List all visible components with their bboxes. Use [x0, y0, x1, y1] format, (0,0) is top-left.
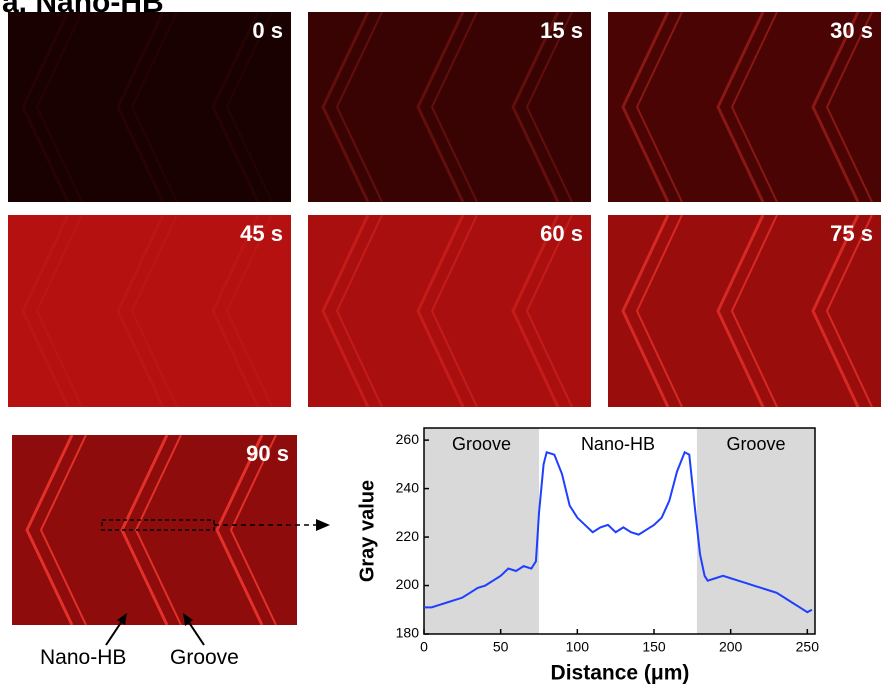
x-axis-title: Distance (μm) — [551, 662, 690, 685]
data-line — [424, 450, 813, 614]
time-label: 60 s — [540, 221, 583, 246]
region — [696, 428, 815, 634]
time-label: 30 s — [830, 18, 873, 43]
y-axis-title: Gray value — [356, 480, 378, 582]
region-label: Groove — [452, 434, 511, 454]
x-tick-label: 250 — [796, 639, 820, 655]
micrograph: 75 s — [608, 215, 881, 407]
micrograph: 30 s — [608, 12, 881, 202]
time-label: 75 s — [830, 221, 873, 246]
region — [424, 428, 539, 634]
time-label: 15 s — [540, 18, 583, 43]
texture — [321, 215, 573, 407]
region-label: Nano-HB — [581, 434, 655, 454]
x-tick-label: 0 — [420, 639, 428, 655]
y-tick-label: 200 — [396, 576, 420, 592]
caption: Nano-HB — [40, 646, 127, 669]
y-tick-label: 240 — [396, 479, 420, 495]
x-tick-label: 200 — [719, 639, 743, 655]
y-tick-label: 260 — [396, 431, 420, 447]
region-label: Groove — [726, 434, 785, 454]
micrograph: 45 s — [8, 215, 291, 407]
micrograph: 90 s — [12, 435, 297, 625]
micrograph: 15 s — [308, 12, 591, 202]
texture — [621, 215, 873, 407]
y-tick-label: 180 — [396, 625, 420, 641]
x-tick-label: 100 — [566, 639, 590, 655]
y-tick-label: 220 — [396, 528, 420, 544]
x-tick-label: 150 — [642, 639, 666, 655]
time-label: 90 s — [246, 441, 289, 466]
micrograph: 0 s — [8, 12, 291, 202]
plot-frame — [423, 427, 816, 635]
time-label: 45 s — [240, 221, 283, 246]
texture — [21, 215, 273, 407]
texture — [321, 12, 573, 202]
texture — [621, 12, 873, 202]
caption: Groove — [170, 646, 239, 669]
texture — [21, 12, 273, 202]
micrograph: 60 s — [308, 215, 591, 407]
time-label: 0 s — [252, 18, 283, 43]
x-tick-label: 50 — [493, 639, 509, 655]
